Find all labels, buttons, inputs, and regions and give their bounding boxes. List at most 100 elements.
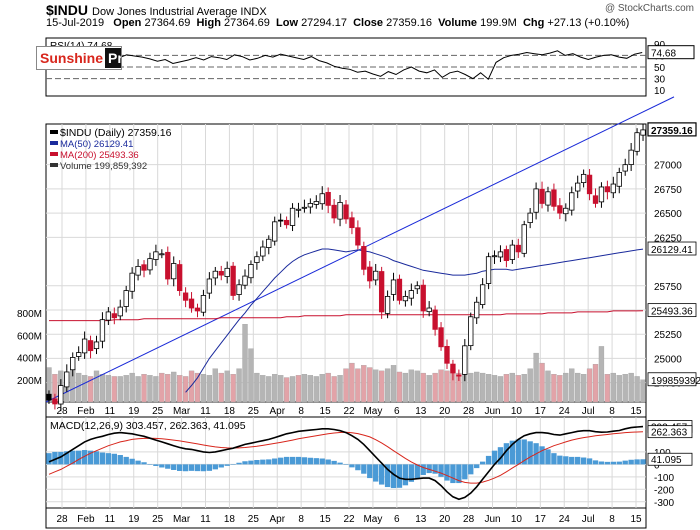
- volume-bar: [313, 376, 319, 403]
- volume-bar: [153, 376, 159, 403]
- bottom-x-axis-band: [45, 507, 647, 529]
- volume-bar: [182, 376, 189, 403]
- x-tick-label-bottom: 28: [56, 514, 68, 525]
- macd-title: MACD(12,26,9) 303.457, 262.363, 41.095: [50, 420, 246, 432]
- x-tick-label-bottom: Apr: [269, 514, 285, 525]
- volume-right-label: 199859392: [651, 376, 700, 387]
- candle-body: [503, 249, 510, 261]
- volume-bar: [373, 369, 379, 403]
- macd-histogram-bar: [283, 456, 290, 465]
- candle-body: [509, 244, 515, 260]
- volume-bar: [390, 365, 397, 403]
- candle-body: [301, 206, 308, 209]
- volume-bar: [575, 372, 581, 403]
- candle-body: [539, 188, 545, 204]
- candle-body: [283, 219, 290, 226]
- macd-histogram-bar: [604, 461, 611, 465]
- volume-bar: [289, 376, 296, 403]
- macd-histogram-bar: [444, 464, 450, 481]
- macd-histogram-bar: [176, 464, 183, 471]
- rsi-tick-label: 30: [654, 75, 666, 86]
- macd-histogram-bar: [319, 458, 325, 465]
- candle-body: [171, 263, 177, 280]
- macd-histogram-bar: [325, 459, 331, 465]
- volume-bar: [272, 374, 278, 403]
- volume-bar: [628, 372, 634, 403]
- macd-histogram-bar: [509, 440, 516, 465]
- macd-histogram-bar: [545, 449, 551, 465]
- macd-histogram-bar: [592, 460, 599, 465]
- ma50-line: [185, 248, 644, 393]
- volume-bar: [260, 375, 266, 403]
- x-tick-label: Jun: [484, 406, 500, 417]
- x-tick-label-bottom: 19: [128, 514, 140, 525]
- volume-bar: [432, 372, 438, 403]
- macd-histogram-bar: [462, 464, 468, 480]
- rsi-value-label: 74.68: [651, 49, 676, 60]
- macd-histogram-bar: [539, 446, 545, 465]
- macd-histogram-bar: [248, 460, 254, 465]
- candle-body: [569, 192, 575, 211]
- volume-bar: [283, 377, 290, 403]
- candle-body: [46, 393, 52, 401]
- volume-bar: [111, 376, 117, 403]
- price-right-label: 25493.36: [651, 307, 693, 318]
- candle-body: [610, 183, 616, 194]
- macd-histogram-bar: [497, 447, 504, 465]
- candle-body: [93, 341, 100, 350]
- candle-body: [598, 186, 605, 203]
- macd-histogram-bar: [396, 464, 403, 488]
- candle-body: [224, 267, 230, 277]
- macd-histogram-bar: [171, 464, 177, 470]
- macd-histogram-bar: [563, 456, 569, 465]
- ma200-line: [49, 310, 644, 322]
- macd-histogram-bar: [212, 464, 218, 470]
- macd-tick-label: -200: [654, 485, 674, 496]
- candle-body: [634, 132, 640, 152]
- macd-histogram-bar: [123, 456, 129, 465]
- volume-bar: [194, 372, 201, 403]
- volume-bar: [604, 374, 611, 403]
- x-tick-label: 11: [200, 406, 211, 417]
- macd-histogram-bar: [479, 461, 486, 465]
- x-tick-label: 11: [105, 406, 116, 417]
- volume-bar: [361, 365, 367, 403]
- macd-histogram-bar: [105, 453, 112, 465]
- volume-bar: [81, 375, 88, 403]
- candle-body: [194, 307, 201, 312]
- macd-tick-label: -100: [654, 473, 674, 484]
- macd-histogram-bar: [586, 458, 593, 465]
- macd-histogram-bar: [367, 464, 373, 479]
- chg-value: +27.13 (+0.10%): [547, 17, 630, 29]
- volume-bar: [592, 364, 599, 403]
- macd-histogram-bar: [76, 450, 82, 465]
- candle-body: [165, 251, 171, 280]
- volume-tick-label: 800M: [17, 309, 42, 320]
- candle-body: [147, 258, 153, 271]
- x-tick-label-bottom: 13: [415, 514, 427, 525]
- volume-tick-label: 200M: [17, 376, 42, 387]
- candle-body: [337, 202, 343, 220]
- volume-bar: [491, 375, 498, 403]
- x-tick-label: 8: [298, 406, 304, 417]
- macd-histogram-bar: [474, 464, 480, 469]
- volume-bar: [165, 374, 171, 403]
- candle-body: [557, 205, 563, 214]
- x-tick-label: 6: [394, 406, 400, 417]
- candle-body: [432, 309, 438, 330]
- candle-body: [390, 279, 397, 295]
- candle-body: [70, 357, 76, 371]
- x-tick-label: 25: [152, 406, 164, 417]
- macd-histogram-bar: [402, 464, 409, 486]
- macd-histogram-bar: [331, 460, 337, 465]
- candle-body: [485, 256, 492, 284]
- candle-body: [533, 188, 539, 213]
- candle-body: [99, 319, 106, 342]
- volume-bar: [206, 375, 213, 403]
- macd-histogram-bar: [432, 464, 438, 474]
- macd-histogram-bar: [390, 464, 397, 489]
- candle-body: [206, 278, 213, 294]
- volume-bar: [468, 372, 474, 403]
- x-tick-label-bottom: 25: [248, 514, 260, 525]
- x-tick-label-bottom: 24: [559, 514, 571, 525]
